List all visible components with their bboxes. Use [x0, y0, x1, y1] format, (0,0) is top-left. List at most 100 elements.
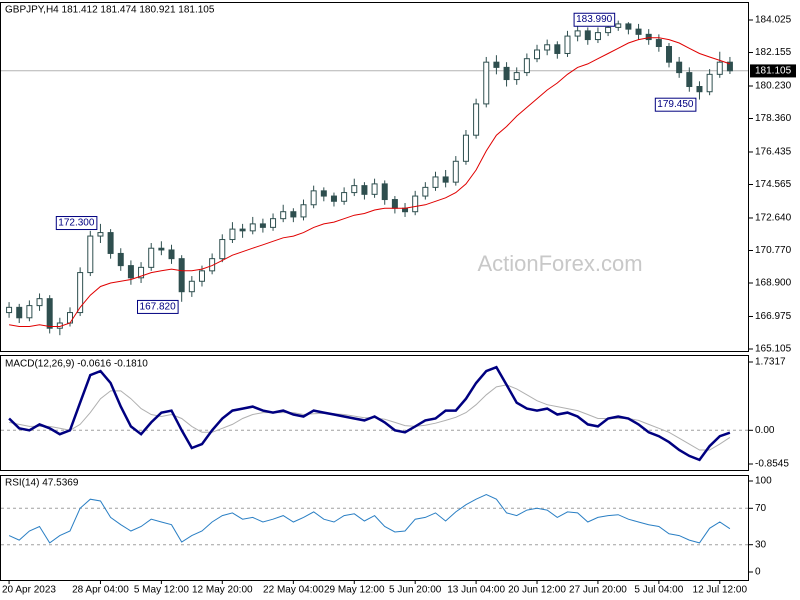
- candle-body: [16, 306, 23, 319]
- candle-body: [574, 30, 581, 37]
- candle-body: [127, 265, 134, 279]
- candle-body: [645, 33, 652, 41]
- x-tick-label: 22 May 04:00: [263, 585, 324, 596]
- candle-body: [615, 23, 622, 28]
- candle-body: [148, 247, 155, 268]
- indicator-line: [8, 365, 731, 462]
- annotation-box: [573, 12, 616, 27]
- y-tick-label: 180.230: [755, 81, 792, 92]
- x-tick-label: 5 May 12:00: [134, 585, 189, 596]
- candle-body: [361, 185, 368, 195]
- candle-body: [310, 190, 317, 206]
- candle-body: [26, 305, 33, 319]
- candle-body: [249, 223, 256, 232]
- y-tick-label: 70: [755, 503, 767, 514]
- x-tick-label: 12 May 20:00: [192, 585, 253, 596]
- candle-body: [676, 61, 683, 74]
- candle-body: [544, 44, 551, 51]
- y-tick-label: 0.00: [755, 425, 775, 436]
- candle-body: [666, 46, 673, 63]
- candle-body: [422, 186, 429, 197]
- y-tick-label: 182.155: [755, 47, 792, 58]
- candle-body: [534, 49, 541, 60]
- candle-body: [117, 252, 124, 267]
- annotation-box: [654, 97, 697, 112]
- candle-body: [66, 312, 73, 324]
- candle-body: [696, 86, 703, 93]
- x-tick-label: 27 Jun 20:00: [569, 585, 627, 596]
- moving-average: [9, 37, 731, 327]
- y-tick-label: 100: [755, 476, 772, 487]
- candle-body: [107, 232, 114, 254]
- candle-body: [158, 247, 165, 251]
- candle-body: [168, 249, 175, 260]
- candle-body: [320, 190, 327, 197]
- panel-title: GBPJPY,H4 181.412 181.474 180.921 181.10…: [5, 5, 215, 16]
- y-tick-label: 178.360: [755, 113, 792, 124]
- y-tick-label: 170.770: [755, 245, 792, 256]
- candle-body: [300, 204, 307, 218]
- panel-title: MACD(12,26,9) -0.0616 -0.1810: [5, 359, 148, 370]
- y-tick-label: 166.975: [755, 311, 792, 322]
- annotation-box: [55, 216, 98, 231]
- candle-body: [412, 195, 419, 213]
- candle-body: [483, 61, 490, 105]
- price-annotation: 172.300: [58, 218, 95, 229]
- last-price-label: 181.105: [755, 65, 792, 76]
- candle-body: [513, 72, 520, 81]
- candle-body: [432, 176, 439, 188]
- candle-body: [493, 61, 500, 68]
- y-tick-label: 184.025: [755, 15, 792, 26]
- y-tick-label: 1.7317: [755, 357, 786, 368]
- candle-body: [442, 176, 449, 183]
- candle-body: [280, 211, 287, 220]
- price-annotation: 179.450: [657, 99, 694, 110]
- candle-body: [178, 258, 185, 293]
- panel-title: RSI(14) 47.5369: [5, 478, 79, 489]
- candle-body: [554, 44, 561, 54]
- price-annotation: 183.990: [576, 14, 613, 25]
- candle-body: [188, 280, 195, 293]
- candle-body: [97, 232, 104, 237]
- candle-body: [402, 207, 409, 213]
- candle-body: [341, 192, 348, 202]
- candle-body: [330, 195, 337, 202]
- rsi-panel: [0, 475, 749, 581]
- candle-body: [564, 35, 571, 54]
- x-tick-label: 20 Jun 12:00: [508, 585, 566, 596]
- indicator-line: [8, 494, 731, 544]
- candle-body: [259, 223, 266, 228]
- candle-body: [584, 30, 591, 41]
- candle-body: [6, 306, 13, 314]
- candle-body: [473, 103, 480, 136]
- candle-body: [503, 66, 510, 81]
- candle-body: [716, 61, 723, 75]
- macd-panel: [0, 355, 749, 471]
- price-panel: [0, 2, 749, 352]
- candle-body: [270, 218, 277, 228]
- y-tick-label: 172.640: [755, 213, 792, 224]
- candle-body: [594, 32, 601, 41]
- candle-body: [229, 228, 236, 241]
- candle-body: [655, 39, 662, 48]
- candle-body: [87, 235, 94, 274]
- candle-body: [523, 58, 530, 74]
- x-tick-label: 20 Apr 2023: [2, 585, 56, 596]
- price-annotation: 167.820: [140, 301, 177, 312]
- candle-body: [625, 23, 632, 30]
- x-tick-label: 5 Jul 04:00: [634, 585, 683, 596]
- x-tick-label: 29 May 12:00: [324, 585, 385, 596]
- candle-body: [290, 211, 297, 218]
- candle-body: [219, 239, 226, 260]
- candle-body: [706, 73, 713, 93]
- y-tick-label: 174.565: [755, 179, 792, 190]
- y-tick-label: 30: [755, 539, 767, 550]
- y-tick-label: 165.105: [755, 344, 792, 355]
- y-tick-label: -0.8545: [755, 459, 789, 470]
- candle-body: [46, 298, 53, 329]
- x-tick-label: 28 Apr 04:00: [72, 585, 129, 596]
- candle-body: [605, 26, 612, 34]
- x-tick-label: 13 Jun 04:00: [447, 585, 505, 596]
- candle-body: [635, 28, 642, 35]
